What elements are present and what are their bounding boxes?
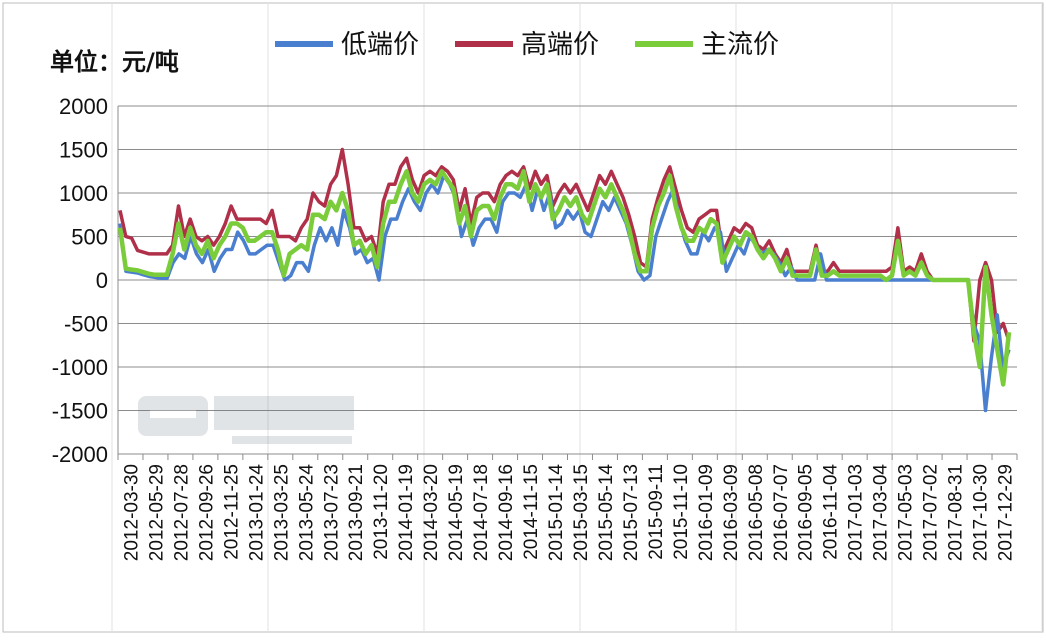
watermark-url-bar xyxy=(232,436,352,444)
x-tick-label: 2017-10-30 xyxy=(971,464,992,561)
y-tick-label: -1500 xyxy=(52,399,108,424)
y-tick-label: 0 xyxy=(96,268,108,293)
x-tick-label: 2013-05-24 xyxy=(296,464,317,562)
x-tick-label: 2017-08-31 xyxy=(946,464,967,561)
series-layer xyxy=(117,147,1012,413)
x-tick-label: 2014-03-20 xyxy=(421,464,442,561)
series-line xyxy=(118,173,1011,413)
x-tick-label: 2016-01-09 xyxy=(696,464,717,561)
x-tick-label: 2016-11-04 xyxy=(821,464,842,560)
unit-label: 单位：元/吨 xyxy=(50,48,179,76)
x-tick-label: 2012-09-26 xyxy=(196,464,217,561)
legend-label: 高端价 xyxy=(521,29,599,59)
legend-label: 低端价 xyxy=(341,29,419,59)
x-tick-label: 2012-03-30 xyxy=(121,464,142,561)
x-tick-label: 2013-01-24 xyxy=(246,464,267,562)
y-tick-label: 1000 xyxy=(59,181,108,206)
watermark-logo-cutout xyxy=(150,410,196,418)
x-tick-label: 2013-03-25 xyxy=(271,464,292,561)
x-tick-label: 2013-09-21 xyxy=(346,464,367,561)
x-tick-label: 2014-09-16 xyxy=(496,464,517,561)
x-tick-label: 2012-11-25 xyxy=(221,464,242,560)
watermark-text-block xyxy=(214,396,354,430)
x-tick-label: 2016-03-09 xyxy=(721,464,742,561)
x-tick-label: 2017-05-03 xyxy=(896,464,917,561)
x-tick-label: 2014-07-18 xyxy=(471,464,492,561)
y-tick-label: -2000 xyxy=(52,442,108,467)
x-tick-label: 2015-11-10 xyxy=(671,464,692,560)
y-tick-label: 2000 xyxy=(59,94,108,119)
x-tick-label: 2015-01-14 xyxy=(546,464,567,562)
legend: 低端价 高端价 主流价 xyxy=(275,29,779,59)
oilchem-watermark xyxy=(138,396,354,444)
x-tick-label: 2015-07-13 xyxy=(621,464,642,561)
y-tick-label: 1500 xyxy=(59,138,108,163)
x-tick-label: 2014-01-19 xyxy=(396,464,417,561)
x-tick-label: 2014-11-15 xyxy=(521,464,542,560)
x-tick-label: 2013-07-23 xyxy=(321,464,342,561)
x-tick-label: 2015-03-15 xyxy=(571,464,592,561)
x-tick-label: 2017-07-02 xyxy=(921,464,942,561)
series-line xyxy=(118,147,1011,343)
x-tick-label: 2015-05-14 xyxy=(596,464,617,562)
y-axis: 2000 1500 1000 500 0 -500 -1000 -1500 -2000 xyxy=(52,94,119,467)
series-line xyxy=(117,169,1012,387)
x-tick-label: 2012-07-28 xyxy=(171,464,192,561)
x-tick-label: 2016-07-07 xyxy=(771,464,792,561)
x-tick-label: 2014-05-19 xyxy=(446,464,467,561)
x-tick-label: 2015-09-11 xyxy=(646,464,667,560)
x-tick-label: 2017-01-03 xyxy=(846,464,867,561)
x-tick-label: 2012-05-29 xyxy=(146,464,167,561)
vertical-gridlines xyxy=(111,3,1043,632)
watermark-logo-shape xyxy=(138,396,208,436)
y-tick-label: -500 xyxy=(64,312,108,337)
x-tick-label: 2016-05-08 xyxy=(746,464,767,561)
x-axis: 2012-03-30 2012-05-29 2012-07-28 2012-09-26… xyxy=(117,454,1018,562)
x-tick-label: 2013-11-20 xyxy=(371,464,392,560)
legend-label: 主流价 xyxy=(701,29,779,59)
x-tick-label: 2017-12-29 xyxy=(996,464,1017,561)
y-tick-label: 500 xyxy=(71,225,108,250)
x-tick-label: 2017-03-04 xyxy=(871,464,892,562)
x-tick-label: 2016-09-05 xyxy=(796,464,817,561)
y-tick-label: -1000 xyxy=(52,355,108,380)
